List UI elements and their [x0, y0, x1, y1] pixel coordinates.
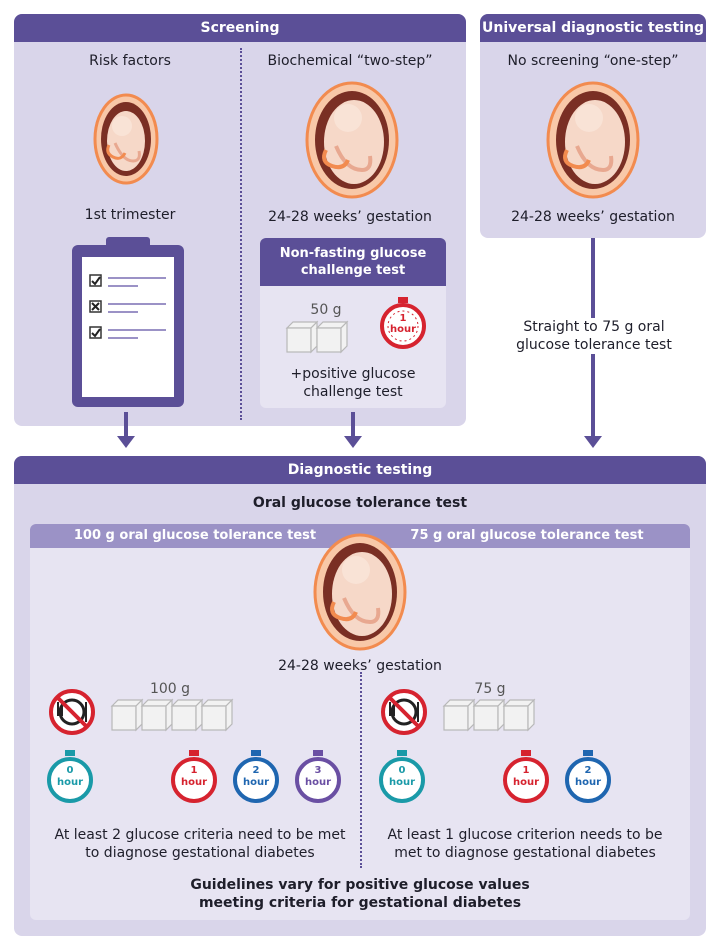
diagnostic-header: Diagnostic testing: [14, 456, 706, 484]
timer-unit: hour: [56, 777, 84, 788]
timer-value: 0: [398, 765, 406, 776]
timer-value: 1: [190, 765, 198, 776]
left-criteria-text: At least 2 glucose criteria need to be m…: [54, 827, 346, 861]
sugar-cube-icon: [110, 698, 240, 732]
first-trimester-label: 1st trimester: [84, 207, 176, 223]
screening-divider: [240, 48, 242, 420]
timer-value: 2: [252, 765, 260, 776]
challenge-timer-value: 1: [399, 313, 407, 324]
timer-unit: hour: [242, 777, 270, 788]
sugar-cube-icon: [285, 320, 351, 354]
timer-icon: 1 hour: [168, 750, 220, 804]
positive-challenge-label: +positive glucose challenge test: [290, 366, 416, 400]
timer-icon: 2 hour: [230, 750, 282, 804]
right-timers: 0 hour 1 hour 2 hour: [376, 750, 676, 806]
right-criteria-text: At least 1 glucose criterion needs to be…: [387, 827, 663, 861]
timer-icon: 1 hour: [500, 750, 552, 804]
fetus-icon: [304, 80, 400, 200]
ogtt-75g-title: 75 g oral glucose tolerance test: [410, 528, 644, 543]
timer-icon: 3 hour: [292, 750, 344, 804]
no-eating-icon: [48, 688, 96, 736]
risk-factors-label: Risk factors: [89, 53, 171, 69]
screening-gestation-label: 24-28 weeks’ gestation: [268, 209, 432, 225]
ogtt-75g-amount: 75 g: [474, 681, 506, 697]
timer-icon: 0 hour: [44, 750, 96, 804]
universal-header: Universal diagnostic testing: [480, 14, 706, 42]
timer-icon: [378, 297, 428, 349]
guidelines-footer: Guidelines vary for positive glucose val…: [190, 877, 530, 911]
ogtt-subtitle: Oral glucose tolerance test: [252, 495, 468, 511]
challenge-test-header: Non-fasting glucose challenge test: [260, 238, 446, 286]
timer-value: 1: [522, 765, 530, 776]
left-timers: 0 hour 1 hour 2 hour 3 hour: [44, 750, 354, 806]
arrow-risk-to-diagnostic: [117, 412, 135, 448]
fetus-icon: [545, 80, 641, 200]
two-step-label: Biochemical “two-step”: [267, 53, 433, 69]
ogtt-100g-amount: 100 g: [149, 681, 191, 697]
diagnostic-divider: [360, 672, 362, 868]
timer-value: 2: [584, 765, 592, 776]
clipboard-icon: [72, 237, 184, 407]
timer-value: 3: [314, 765, 322, 776]
timer-icon: 0 hour: [376, 750, 428, 804]
timer-unit: hour: [512, 777, 540, 788]
one-step-label: No screening “one-step”: [507, 53, 679, 69]
timer-icon: 2 hour: [562, 750, 614, 804]
universal-gestation-label: 24-28 weeks’ gestation: [511, 209, 675, 225]
challenge-timer-unit: hour: [389, 324, 417, 335]
timer-unit: hour: [388, 777, 416, 788]
challenge-amount-label: 50 g: [310, 302, 342, 318]
fetus-icon: [93, 93, 159, 185]
arrow-challenge-to-diagnostic: [344, 412, 362, 448]
sugar-cube-icon: [442, 698, 542, 732]
straight-to-ogtt-label: Straight to 75 g oral glucose tolerance …: [512, 318, 676, 354]
diagnostic-gestation-label: 24-28 weeks’ gestation: [278, 658, 442, 674]
screening-header: Screening: [14, 14, 466, 42]
timer-unit: hour: [180, 777, 208, 788]
timer-unit: hour: [574, 777, 602, 788]
timer-unit: hour: [304, 777, 332, 788]
no-eating-icon: [380, 688, 428, 736]
fetus-icon: [312, 532, 408, 652]
timer-value: 0: [66, 765, 74, 776]
ogtt-100g-title: 100 g oral glucose tolerance test: [73, 528, 317, 543]
